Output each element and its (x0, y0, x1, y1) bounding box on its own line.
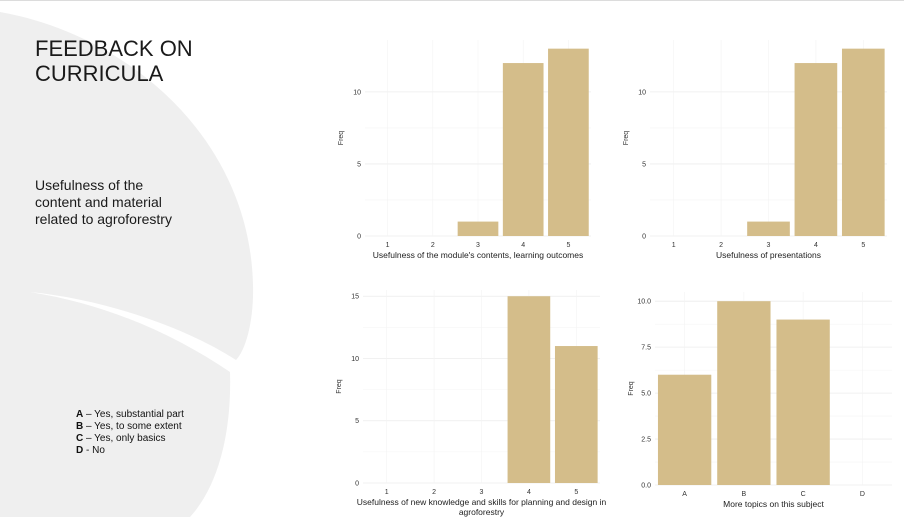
chart-more-topics: 0.0 2.5 5.0 7.5 10.0 A B C D Freq More topics on t… (628, 292, 892, 509)
x-tick-label: 4 (814, 242, 818, 249)
x-axis-label: Usefulness of new knowledge and skills f… (357, 497, 607, 507)
x-tick-label: 2 (432, 489, 436, 496)
legend-key: A (76, 409, 84, 420)
x-tick-label: 3 (476, 242, 480, 249)
bar-5 (554, 346, 598, 483)
legend-key: D (76, 445, 84, 456)
x-tick-label: 4 (521, 242, 525, 249)
y-tick-label: 5 (357, 161, 361, 168)
chart-module-contents: 0 5 10 1 2 3 4 5 Freq Usefulness of the module's … (338, 40, 591, 260)
x-tick-label: B (742, 491, 747, 498)
x-axis-label: Usefulness of presentations (716, 250, 821, 260)
y-tick-label: 0 (357, 234, 361, 241)
y-tick-label: 10 (353, 89, 361, 96)
bar-4 (502, 63, 544, 236)
y-tick-label: 0 (642, 234, 646, 241)
bar-5 (841, 48, 885, 236)
y-tick-label: 15 (351, 294, 359, 301)
bar-A (657, 374, 712, 485)
legend-text: Yes, only basics (94, 433, 166, 444)
legend-text: Yes, substantial part (94, 409, 184, 420)
legend-key: C (76, 433, 84, 444)
y-tick-label: 5 (642, 161, 646, 168)
legend-item-d: D - No (76, 445, 184, 457)
x-tick-label: 1 (385, 489, 389, 496)
x-axis-label: More topics on this subject (723, 499, 824, 509)
y-axis-label: Freq (628, 381, 635, 396)
chart-knowledge-skills: 0 5 10 15 1 2 3 4 5 Freq Usefulness of new knowled… (336, 290, 607, 517)
x-tick-label: 2 (719, 242, 723, 249)
legend-separator: – (83, 421, 95, 432)
y-axis-label: Freq (338, 131, 345, 146)
slide-subtitle: Usefulness of the content and material r… (35, 177, 172, 227)
legend-item-b: B – Yes, to some extent (76, 421, 184, 433)
y-tick-label: 10.0 (637, 299, 651, 306)
x-tick-label: 2 (431, 242, 435, 249)
y-tick-label: 5.0 (641, 391, 651, 398)
legend-key: B (76, 421, 84, 432)
legend-separator: – (83, 409, 95, 420)
legend-item-c: C – Yes, only basics (76, 433, 184, 445)
bar-4 (794, 63, 838, 236)
y-tick-label: 10 (351, 356, 359, 363)
legend-separator: - (83, 445, 93, 456)
y-tick-label: 10 (638, 89, 646, 96)
x-tick-label: C (801, 491, 806, 498)
y-tick-label: 7.5 (641, 345, 651, 352)
bar-5 (548, 48, 589, 236)
y-tick-label: 5 (355, 418, 359, 425)
x-tick-label: 1 (386, 242, 390, 249)
legend-text: Yes, to some extent (94, 421, 182, 432)
legend-text: No (92, 445, 105, 456)
y-axis-label: Freq (623, 131, 630, 146)
y-tick-label: 0 (355, 481, 359, 488)
bar-4 (507, 296, 551, 483)
y-axis-label: Freq (336, 379, 343, 394)
x-tick-label: 3 (480, 489, 484, 496)
x-axis-label: agroforestry (459, 507, 505, 517)
x-tick-label: D (860, 491, 865, 498)
x-tick-label: 4 (527, 489, 531, 496)
x-tick-label: 5 (861, 242, 865, 249)
x-axis-label: Usefulness of the module's contents, lea… (373, 250, 583, 260)
bar-B (717, 301, 771, 485)
x-tick-label: 5 (566, 242, 570, 249)
chart-presentations: 0 5 10 1 2 3 4 5 Freq Usefulness of presentations (623, 40, 887, 260)
legend-item-a: A – Yes, substantial part (76, 409, 184, 421)
x-tick-label: 3 (767, 242, 771, 249)
bar-3 (747, 221, 790, 236)
x-tick-label: 1 (672, 242, 676, 249)
answer-legend: A – Yes, substantial part B – Yes, to so… (76, 409, 184, 457)
y-tick-label: 0.0 (641, 483, 651, 490)
x-tick-label: 5 (574, 489, 578, 496)
bar-C (776, 319, 830, 485)
legend-separator: – (83, 433, 95, 444)
x-tick-label: A (682, 491, 687, 498)
bar-3 (457, 221, 499, 236)
y-tick-label: 2.5 (641, 437, 651, 444)
slide-title: FEEDBACK ON CURRICULA (35, 36, 193, 86)
